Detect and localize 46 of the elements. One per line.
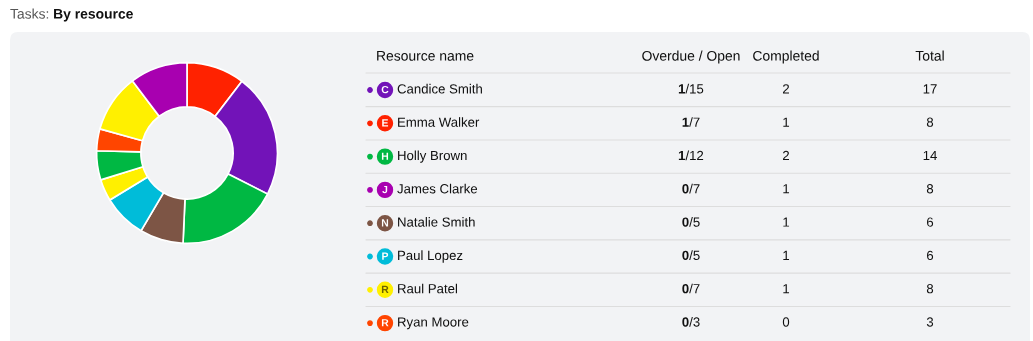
chart-title: Tasks: By resource — [10, 8, 133, 22]
text: 8 — [926, 117, 934, 127]
category-label: Natalie Smith — [398, 217, 475, 227]
text: Total — [915, 50, 944, 61]
category-label: Raul Patel — [398, 283, 457, 294]
text: P — [382, 252, 389, 260]
text: /12 — [685, 150, 704, 161]
text: Completed — [753, 50, 819, 64]
text: 1 — [783, 284, 790, 294]
text: 8 — [926, 184, 934, 194]
category-label: Candice Smith — [397, 83, 482, 94]
text: 3 — [926, 317, 934, 327]
text: C — [381, 85, 389, 94]
text: 1 — [783, 217, 790, 227]
text: J — [382, 185, 388, 194]
text: 0/7 — [682, 183, 700, 194]
text: 17 — [923, 84, 937, 94]
text: R — [381, 319, 389, 327]
category-label: Emma Walker — [398, 117, 480, 127]
category-label: Paul Lopez — [398, 250, 463, 263]
text: 1/15 — [678, 83, 704, 94]
text: 1/7 — [682, 117, 700, 127]
text: 0/3 — [682, 316, 700, 327]
text: 14 — [923, 150, 937, 161]
category-label: James Clarke — [397, 183, 478, 194]
text: 1 — [783, 250, 790, 260]
text: Resource name — [377, 51, 474, 61]
text: N — [381, 219, 389, 227]
text: 6 — [927, 250, 934, 261]
text: R — [381, 285, 389, 293]
text: 1 — [678, 150, 686, 161]
text: Overdue / Open — [642, 50, 740, 64]
text: 1 — [783, 184, 790, 194]
category-label: Ryan Moore — [398, 317, 469, 330]
text: 0/7 — [682, 283, 700, 294]
text: 8 — [926, 284, 934, 294]
text: 0 — [782, 317, 790, 327]
text: 0/5 — [682, 250, 700, 261]
text: H — [381, 152, 389, 160]
text: 1 — [783, 117, 790, 127]
text: E — [382, 119, 389, 127]
text: 2 — [783, 84, 790, 94]
text: 0/5 — [682, 217, 700, 227]
text: 6 — [927, 217, 934, 227]
text: 2 — [783, 150, 790, 161]
category-label: Holly Brown — [398, 150, 467, 163]
